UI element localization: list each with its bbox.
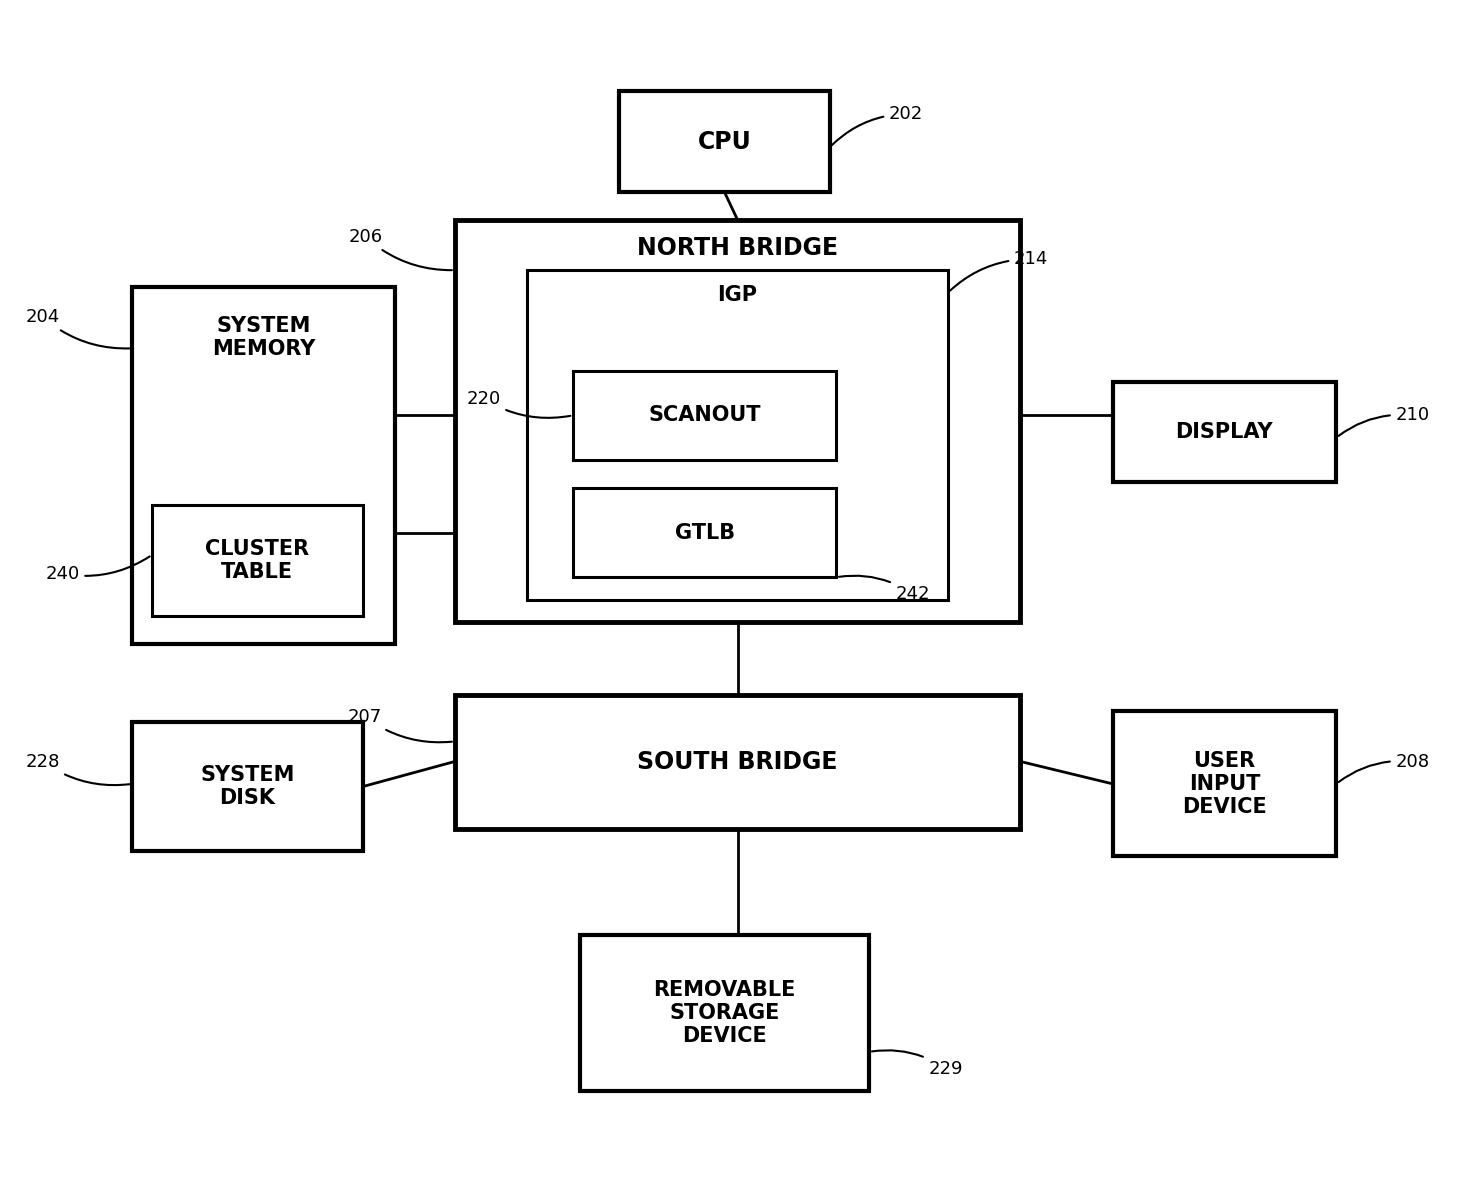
Bar — [526, 270, 947, 600]
Text: SYSTEM
DISK: SYSTEM DISK — [200, 765, 295, 808]
Bar — [455, 695, 1020, 828]
Text: CPU: CPU — [697, 129, 751, 153]
Text: SYSTEM
MEMORY: SYSTEM MEMORY — [212, 316, 316, 359]
Bar — [573, 371, 836, 460]
Text: 214: 214 — [950, 249, 1048, 291]
Text: CLUSTER
TABLE: CLUSTER TABLE — [205, 539, 310, 582]
Text: 242: 242 — [839, 576, 930, 604]
Text: 208: 208 — [1339, 752, 1430, 782]
Text: SOUTH BRIDGE: SOUTH BRIDGE — [637, 750, 838, 773]
Text: 228: 228 — [25, 752, 130, 785]
Bar — [132, 287, 395, 644]
Bar — [1113, 381, 1336, 482]
Text: USER
INPUT
DEVICE: USER INPUT DEVICE — [1183, 751, 1266, 817]
Bar — [152, 505, 363, 617]
Bar — [573, 488, 836, 577]
Bar — [1113, 712, 1336, 857]
Text: 207: 207 — [348, 708, 452, 742]
Text: 229: 229 — [871, 1050, 963, 1078]
Text: 202: 202 — [832, 105, 923, 145]
Text: 206: 206 — [348, 228, 452, 270]
Text: 210: 210 — [1339, 406, 1430, 436]
Bar — [579, 935, 868, 1091]
Text: 204: 204 — [26, 308, 130, 348]
Text: GTLB: GTLB — [674, 523, 735, 543]
Bar — [132, 722, 363, 851]
Text: REMOVABLE
STORAGE
DEVICE: REMOVABLE STORAGE DEVICE — [654, 980, 795, 1045]
Text: SCANOUT: SCANOUT — [649, 405, 760, 425]
Text: 240: 240 — [45, 556, 149, 583]
Text: DISPLAY: DISPLAY — [1175, 422, 1273, 442]
Text: 220: 220 — [466, 390, 570, 418]
Text: NORTH BRIDGE: NORTH BRIDGE — [637, 235, 838, 260]
Bar — [618, 91, 830, 192]
Bar — [455, 220, 1020, 623]
Text: IGP: IGP — [718, 285, 757, 304]
